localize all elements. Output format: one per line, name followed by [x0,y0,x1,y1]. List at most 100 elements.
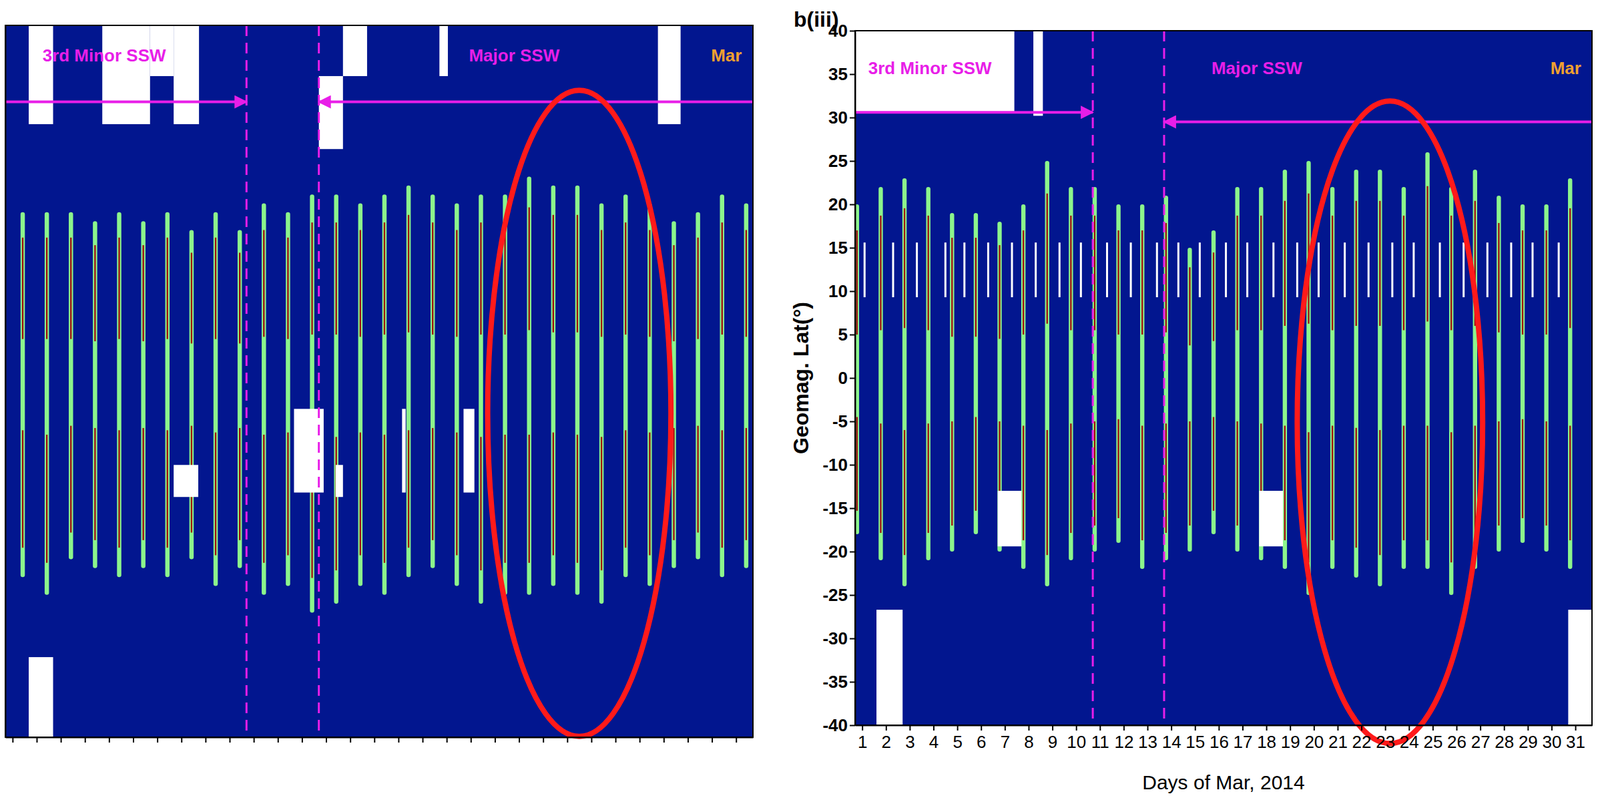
y-tick-label: 10 [828,281,848,302]
streak [358,203,364,587]
streak-core [1331,425,1333,541]
x-tick-mark [590,736,593,743]
x-tick-label: 27 [1471,731,1491,752]
missing-strip [1462,242,1465,298]
y-tick [0,114,6,115]
y-tick-mark [0,469,6,472]
y-tick [0,158,6,160]
x-tick [84,736,86,743]
missing-strip [1106,242,1109,298]
streak-core [721,222,723,335]
y-tick-mark [0,558,6,561]
streak-core [1403,425,1405,541]
streak-core [383,222,386,335]
streak [902,178,907,587]
streak-core [624,222,627,335]
missing-data [28,656,53,737]
y-tick-mark [849,247,856,249]
x-tick-mark [108,736,111,743]
x-tick-mark [1123,724,1125,731]
streak-core [1212,252,1215,342]
streak-core [1070,215,1072,331]
x-tick: 16 [1209,724,1229,752]
streak-core [1355,200,1358,326]
x-tick: 13 [1138,724,1158,752]
x-axis: 1234567891011121314151617181920212223242… [855,724,1593,752]
x-tick-mark [1432,724,1434,731]
streak [647,203,653,587]
streak-core [94,427,96,541]
y-tick: -35 [822,671,856,692]
x-tick-mark [1337,724,1339,731]
y-tick-mark [0,425,6,427]
annotation: 3rd Minor SSW [868,58,992,79]
x-tick [181,736,183,743]
streak-core [648,432,651,556]
annotation: 3rd Minor SSW [42,45,167,66]
x-tick: 25 [1423,724,1443,752]
x-tick-label: 19 [1280,731,1301,752]
streak [478,194,484,604]
x-tick [422,736,424,743]
missing-data [173,464,199,497]
streak-core [576,434,579,563]
missing-strip [1343,242,1346,298]
streak [189,229,195,559]
streak-core [142,427,145,541]
x-tick-mark [1194,724,1197,731]
missing-data [855,30,1015,113]
streak [454,203,460,587]
missing-strip [1557,242,1560,298]
x-tick: 9 [1047,724,1058,752]
streak [623,194,629,577]
y-tick: 30 [828,107,856,128]
event-line [317,25,320,737]
x-tick-mark [325,736,328,743]
missing-strip [1296,242,1299,298]
x-tick-label: 10 [1066,731,1087,752]
x-tick-mark [1266,724,1268,731]
streak-core [1331,215,1333,331]
x-tick [519,736,520,743]
x-tick: 6 [976,724,986,752]
streak-core [1070,423,1072,533]
streak [744,203,749,569]
x-tick: 1 [857,724,868,752]
streak [878,186,883,561]
x-tick [132,736,134,743]
y-tick-mark [0,291,6,294]
y-tick [0,648,6,649]
missing-strip [1198,242,1201,298]
y-tick: -5 [832,411,856,432]
y-tick-label: -15 [822,497,848,518]
streak-core [1117,419,1119,518]
streak-core [1569,208,1571,328]
y-tick [0,559,6,561]
y-tick-mark [849,334,856,336]
x-tick-label: 26 [1447,731,1467,752]
y-tick-mark [0,202,6,205]
x-tick-mark [301,736,304,743]
x-tick-mark [349,736,352,743]
missing-strip [1531,242,1534,298]
x-tick [326,736,328,743]
y-tick-mark [0,114,6,116]
x-tick-mark [1361,724,1363,731]
streak-core [190,252,193,344]
x-tick-mark [1051,724,1054,731]
arrow [1164,120,1592,124]
streak [68,212,74,560]
streak-core [696,425,699,533]
arrow [5,100,247,104]
y-tick-mark [0,247,6,249]
y-tick-mark [849,594,856,597]
x-tick-label: 22 [1352,731,1372,752]
missing-strip [1412,242,1415,298]
missing-strip [1011,242,1014,298]
streak [1211,230,1216,535]
y-tick: 25 [828,150,856,171]
missing-strip [1177,242,1180,298]
streak-core [600,436,603,571]
x-tick-mark [156,736,159,743]
y-tick-label: -10 [822,454,848,475]
